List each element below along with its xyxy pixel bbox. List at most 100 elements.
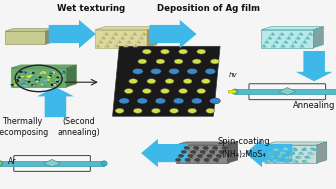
Polygon shape: [298, 156, 301, 158]
Circle shape: [50, 72, 53, 74]
Circle shape: [37, 76, 40, 78]
Circle shape: [33, 71, 36, 73]
Polygon shape: [27, 79, 30, 82]
Circle shape: [210, 59, 219, 64]
Polygon shape: [264, 142, 327, 145]
Polygon shape: [301, 152, 304, 154]
Circle shape: [276, 149, 279, 151]
Circle shape: [270, 151, 274, 153]
Polygon shape: [34, 84, 37, 86]
Circle shape: [53, 84, 56, 85]
Polygon shape: [264, 45, 266, 47]
Polygon shape: [270, 33, 272, 35]
Circle shape: [48, 75, 51, 77]
Polygon shape: [222, 148, 224, 150]
Circle shape: [42, 84, 45, 86]
Polygon shape: [175, 145, 227, 163]
Circle shape: [57, 80, 61, 81]
Circle shape: [268, 155, 271, 157]
Polygon shape: [273, 45, 276, 47]
Circle shape: [55, 79, 58, 81]
Circle shape: [16, 79, 19, 81]
Circle shape: [132, 68, 143, 74]
Circle shape: [62, 71, 65, 73]
Circle shape: [33, 84, 36, 86]
Polygon shape: [298, 36, 300, 39]
Ellipse shape: [0, 161, 3, 166]
Polygon shape: [110, 36, 113, 39]
Circle shape: [298, 156, 302, 158]
Polygon shape: [219, 152, 222, 154]
Polygon shape: [290, 45, 292, 47]
Circle shape: [19, 71, 23, 73]
Circle shape: [60, 71, 63, 73]
Polygon shape: [95, 30, 147, 48]
Polygon shape: [129, 36, 132, 39]
Circle shape: [302, 148, 306, 150]
Polygon shape: [193, 152, 196, 154]
Polygon shape: [132, 36, 134, 39]
Polygon shape: [308, 156, 310, 158]
Circle shape: [277, 157, 281, 159]
Circle shape: [59, 75, 63, 77]
Polygon shape: [272, 33, 275, 35]
Polygon shape: [103, 33, 106, 35]
Polygon shape: [301, 148, 304, 150]
Polygon shape: [264, 145, 317, 163]
Circle shape: [191, 150, 196, 153]
Circle shape: [37, 79, 40, 81]
Circle shape: [201, 79, 210, 84]
Circle shape: [286, 161, 290, 163]
Polygon shape: [126, 41, 129, 43]
Polygon shape: [181, 152, 184, 154]
Polygon shape: [296, 160, 298, 162]
Circle shape: [29, 75, 32, 77]
Circle shape: [204, 158, 209, 161]
Circle shape: [291, 151, 295, 153]
Polygon shape: [123, 45, 126, 47]
Polygon shape: [135, 45, 138, 47]
Polygon shape: [200, 152, 203, 154]
Polygon shape: [37, 87, 74, 117]
Polygon shape: [209, 156, 212, 158]
Circle shape: [12, 84, 15, 86]
Polygon shape: [21, 84, 24, 86]
Circle shape: [308, 153, 312, 155]
Circle shape: [14, 84, 17, 86]
Circle shape: [156, 59, 165, 64]
Polygon shape: [129, 41, 131, 43]
Circle shape: [62, 72, 65, 74]
Polygon shape: [30, 75, 33, 78]
Polygon shape: [203, 152, 205, 154]
Polygon shape: [283, 148, 285, 150]
Polygon shape: [313, 27, 323, 48]
Circle shape: [42, 84, 46, 86]
Polygon shape: [286, 160, 289, 162]
Polygon shape: [286, 36, 289, 39]
Polygon shape: [200, 156, 203, 158]
Circle shape: [27, 81, 31, 83]
Circle shape: [194, 146, 199, 149]
Polygon shape: [302, 45, 304, 47]
Circle shape: [313, 149, 317, 151]
Text: Spin-coating: Spin-coating: [217, 137, 270, 146]
Polygon shape: [289, 152, 292, 154]
Polygon shape: [273, 148, 276, 150]
Polygon shape: [265, 160, 267, 162]
Circle shape: [273, 161, 277, 163]
Circle shape: [283, 148, 287, 150]
Polygon shape: [307, 36, 310, 39]
Polygon shape: [289, 36, 291, 39]
Polygon shape: [178, 160, 181, 162]
Polygon shape: [210, 152, 212, 154]
Text: Ar: Ar: [7, 157, 16, 166]
Circle shape: [155, 98, 166, 104]
Text: decomposing: decomposing: [0, 128, 49, 137]
Polygon shape: [23, 71, 26, 74]
Circle shape: [197, 49, 206, 54]
Polygon shape: [310, 33, 313, 35]
Text: Thermally: Thermally: [2, 117, 42, 126]
Text: (Second: (Second: [62, 117, 95, 126]
Circle shape: [16, 80, 19, 82]
Circle shape: [18, 75, 22, 77]
